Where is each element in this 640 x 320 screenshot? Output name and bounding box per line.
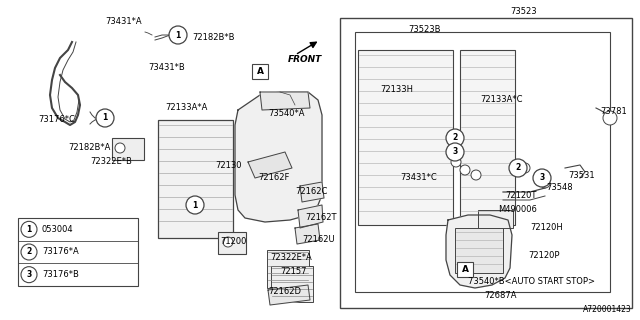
Text: 73540*B<AUTO START STOP>: 73540*B<AUTO START STOP>: [468, 277, 595, 286]
Bar: [457, 262, 473, 277]
Text: 72322E*B: 72322E*B: [90, 157, 132, 166]
Text: 72133H: 72133H: [380, 85, 413, 94]
Circle shape: [21, 267, 37, 283]
Polygon shape: [268, 285, 310, 305]
Bar: [355, 32, 610, 292]
Circle shape: [533, 169, 551, 187]
Circle shape: [535, 170, 545, 180]
Circle shape: [169, 26, 187, 44]
Text: 72130: 72130: [215, 161, 241, 170]
Text: 72162T: 72162T: [305, 213, 337, 222]
Text: 3: 3: [452, 148, 458, 156]
Text: 1: 1: [26, 225, 31, 234]
Circle shape: [100, 113, 110, 123]
Circle shape: [540, 178, 550, 188]
Text: M490006: M490006: [498, 205, 537, 214]
Text: 72133A*A: 72133A*A: [165, 103, 207, 113]
Bar: [460, 50, 515, 225]
Text: 73431*A: 73431*A: [105, 18, 141, 27]
Text: 3: 3: [540, 173, 545, 182]
Text: A: A: [257, 68, 264, 76]
Text: 72162C: 72162C: [295, 188, 328, 196]
Text: 72162U: 72162U: [302, 236, 335, 244]
Text: 2: 2: [26, 247, 31, 257]
Text: 73531: 73531: [568, 171, 595, 180]
Text: 73781: 73781: [600, 108, 627, 116]
Bar: [252, 64, 268, 79]
Text: 3: 3: [26, 270, 31, 279]
Text: 72133A*C: 72133A*C: [480, 95, 522, 105]
Circle shape: [223, 237, 233, 247]
Bar: [340, 18, 632, 308]
Text: 72162F: 72162F: [258, 173, 289, 182]
Text: 73523B: 73523B: [408, 26, 440, 35]
Polygon shape: [260, 92, 310, 110]
Circle shape: [186, 196, 204, 214]
Text: A: A: [461, 266, 468, 275]
Text: 1: 1: [102, 114, 108, 123]
Text: 72120H: 72120H: [530, 223, 563, 233]
Text: 73431*B: 73431*B: [148, 63, 185, 73]
Polygon shape: [298, 205, 323, 228]
Text: 72157: 72157: [280, 268, 307, 276]
Circle shape: [170, 27, 186, 43]
Text: 73176*B: 73176*B: [42, 270, 79, 279]
Bar: [267, 250, 309, 288]
Polygon shape: [235, 92, 322, 222]
Circle shape: [446, 143, 464, 161]
Polygon shape: [300, 182, 324, 202]
Text: A720001423: A720001423: [583, 305, 632, 314]
Text: 73176*C: 73176*C: [38, 116, 75, 124]
Text: 1: 1: [193, 201, 198, 210]
Text: FRONT: FRONT: [288, 55, 323, 65]
Text: 72120P: 72120P: [528, 251, 559, 260]
Text: 72120T: 72120T: [505, 190, 536, 199]
Bar: [478, 210, 513, 228]
Polygon shape: [248, 152, 292, 178]
Bar: [218, 232, 246, 254]
Text: 72182B*A: 72182B*A: [68, 143, 110, 153]
Text: 2: 2: [515, 164, 520, 172]
Bar: [358, 50, 453, 225]
Text: 2: 2: [452, 133, 458, 142]
Bar: [112, 138, 144, 160]
Bar: [271, 266, 313, 302]
Bar: [158, 120, 233, 238]
Circle shape: [96, 109, 114, 127]
Circle shape: [471, 170, 481, 180]
Text: 72322E*A: 72322E*A: [270, 253, 312, 262]
Text: 72182B*B: 72182B*B: [192, 34, 234, 43]
Polygon shape: [295, 224, 320, 244]
Text: 73540*A: 73540*A: [268, 108, 305, 117]
Circle shape: [451, 157, 461, 167]
Bar: [455, 228, 503, 273]
Text: 73176*A: 73176*A: [42, 247, 79, 257]
Bar: [18, 218, 138, 286]
Circle shape: [115, 143, 125, 153]
Text: 72162D: 72162D: [268, 287, 301, 297]
Circle shape: [460, 165, 470, 175]
Text: 73548: 73548: [546, 183, 573, 193]
Polygon shape: [446, 215, 512, 288]
Text: 73523: 73523: [510, 7, 536, 17]
Circle shape: [509, 159, 527, 177]
Circle shape: [603, 111, 617, 125]
Circle shape: [446, 129, 464, 147]
Text: 72687A: 72687A: [484, 292, 516, 300]
Circle shape: [520, 163, 530, 173]
Text: 1: 1: [175, 30, 180, 39]
Circle shape: [21, 244, 37, 260]
Text: 053004: 053004: [42, 225, 74, 234]
Text: 71200: 71200: [220, 237, 246, 246]
Text: 73431*C: 73431*C: [400, 173, 436, 182]
Circle shape: [21, 221, 37, 237]
